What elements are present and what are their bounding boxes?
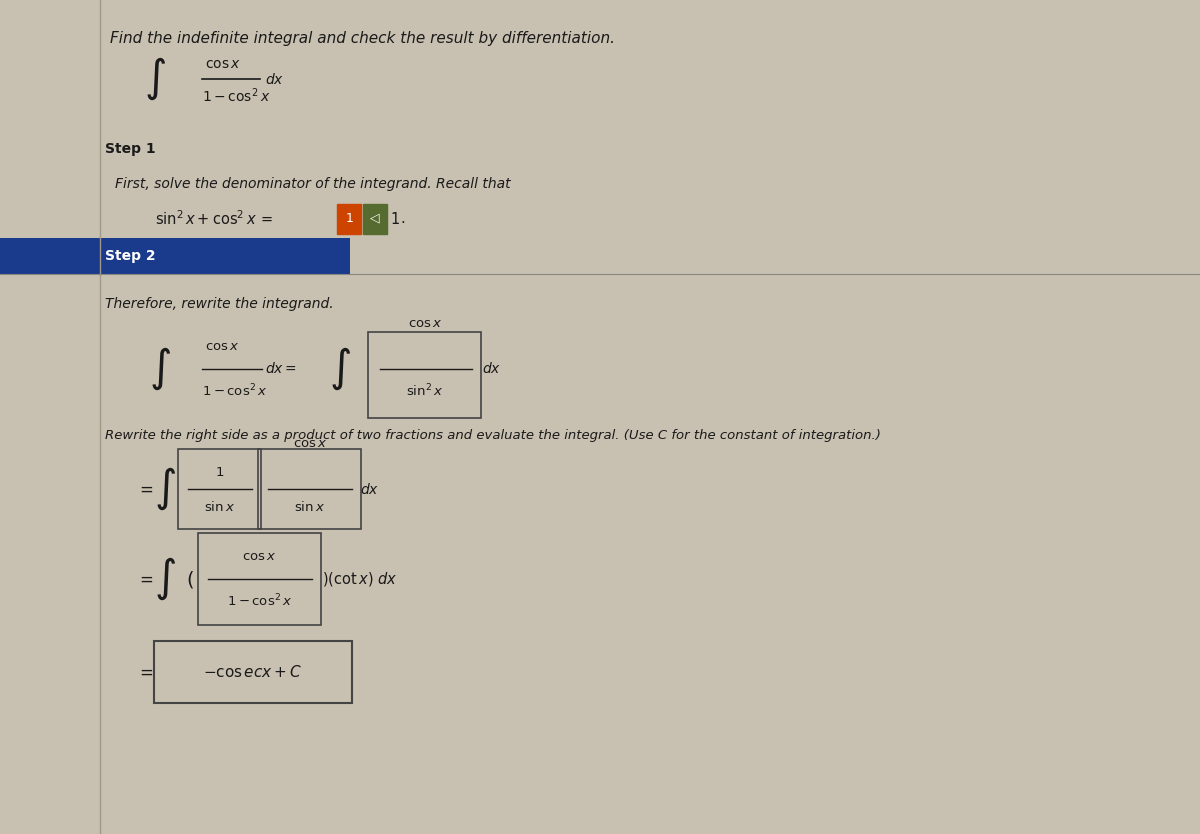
- Text: $\cos x$: $\cos x$: [293, 438, 328, 450]
- Text: $\sin x$: $\sin x$: [204, 500, 235, 514]
- Text: $=$: $=$: [137, 570, 154, 587]
- Text: $1$: $1$: [390, 211, 400, 227]
- Text: $\sin^2x + \cos^2x\, =$: $\sin^2x + \cos^2x\, =$: [155, 209, 272, 229]
- Text: $dx$: $dx$: [360, 481, 379, 496]
- Text: $\triangleleft$: $\triangleleft$: [370, 212, 380, 226]
- Text: $=$: $=$: [137, 664, 154, 681]
- Text: $\int$: $\int$: [144, 56, 166, 103]
- Text: $1-\cos^2x$: $1-\cos^2x$: [202, 87, 270, 105]
- Text: $\int$: $\int$: [154, 555, 176, 602]
- Text: Rewrite the right side as a product of two fractions and evaluate the integral. : Rewrite the right side as a product of t…: [106, 430, 881, 443]
- Text: Step 2: Step 2: [106, 249, 156, 263]
- Text: $\cos x$: $\cos x$: [205, 340, 239, 354]
- Text: Find the indefinite integral and check the result by differentiation.: Find the indefinite integral and check t…: [110, 32, 616, 47]
- FancyBboxPatch shape: [0, 238, 350, 274]
- Text: $\cos x$: $\cos x$: [205, 57, 241, 71]
- Text: $\cos x$: $\cos x$: [242, 550, 277, 564]
- FancyBboxPatch shape: [337, 204, 361, 234]
- Text: Therefore, rewrite the integrand.: Therefore, rewrite the integrand.: [106, 297, 334, 311]
- Text: $.$: $.$: [400, 212, 406, 226]
- Text: $dx$: $dx$: [265, 72, 284, 87]
- Text: $\sin^2x$: $\sin^2x$: [407, 383, 444, 399]
- Text: $)(\cot x)\ dx$: $)(\cot x)\ dx$: [322, 570, 397, 588]
- Text: $1-\cos^2x$: $1-\cos^2x$: [227, 593, 293, 610]
- Text: Step 1: Step 1: [106, 142, 156, 156]
- Text: $dx =$: $dx =$: [265, 361, 296, 376]
- Text: $\sin x$: $\sin x$: [294, 500, 325, 514]
- Text: $-\cos ecx + C$: $-\cos ecx + C$: [204, 664, 302, 680]
- Text: $\cos x$: $\cos x$: [408, 318, 442, 330]
- Text: $=$: $=$: [137, 480, 154, 498]
- Text: $\int$: $\int$: [149, 346, 172, 392]
- Text: $1$: $1$: [344, 213, 353, 225]
- FancyBboxPatch shape: [364, 204, 386, 234]
- Text: $($: $($: [186, 569, 194, 590]
- Text: $\int$: $\int$: [154, 465, 176, 512]
- Text: $1-\cos^2x$: $1-\cos^2x$: [202, 383, 268, 399]
- Text: $\int$: $\int$: [329, 346, 352, 392]
- Text: $dx$: $dx$: [482, 361, 502, 376]
- Text: First, solve the denominator of the integrand. Recall that: First, solve the denominator of the inte…: [115, 177, 511, 191]
- Text: $1$: $1$: [215, 466, 224, 480]
